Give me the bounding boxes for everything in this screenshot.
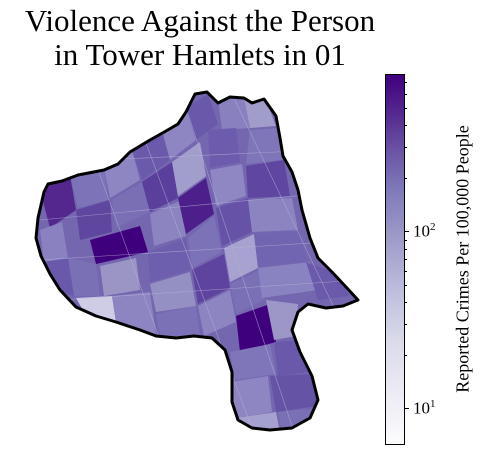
ward-polygon xyxy=(90,226,148,264)
map-title: Violence Against the Person in Tower Ham… xyxy=(0,4,400,72)
colorbar-tick-minor xyxy=(404,302,407,303)
colorbar-tick-major xyxy=(404,231,409,232)
colorbar-tick-minor xyxy=(404,259,407,260)
ward-polygon xyxy=(178,178,214,234)
ward-polygon xyxy=(150,200,186,246)
ward-polygon xyxy=(40,175,76,228)
ward-polygon xyxy=(40,222,68,262)
colorbar-tick-minor xyxy=(404,324,407,325)
colorbar-tick-minor xyxy=(404,271,407,272)
borough-boundary xyxy=(34,90,360,432)
ward-polygon xyxy=(186,94,218,140)
ward-polygon xyxy=(258,262,318,298)
ward-polygon xyxy=(100,258,140,296)
ward-polygon xyxy=(142,162,178,212)
ward-polygon xyxy=(104,150,140,198)
ward-polygon xyxy=(266,300,298,340)
colorbar-tick-label-10: 101 xyxy=(413,398,436,418)
colorbar-tick-minor xyxy=(404,94,407,95)
colorbar-tick-minor xyxy=(404,82,407,83)
ward-polygon xyxy=(270,374,318,412)
ward-polygon xyxy=(208,128,240,168)
ward-polygon xyxy=(198,290,236,336)
ward-polygon xyxy=(248,198,298,232)
ward-polygon xyxy=(156,306,200,336)
ward-polygon xyxy=(246,160,290,198)
ward-polygon xyxy=(112,182,150,228)
ward-polygon xyxy=(254,232,306,266)
title-line-1: Violence Against the Person xyxy=(24,3,376,38)
ward-polygon xyxy=(162,110,196,160)
colorbar-tick-major xyxy=(404,408,409,409)
colorbar xyxy=(385,74,405,445)
colorbar-tick-minor xyxy=(404,240,407,241)
ward-polygon xyxy=(230,270,264,314)
ward-boundaries xyxy=(39,92,358,430)
ward-polygon xyxy=(230,376,272,418)
ward-polygon xyxy=(246,128,282,164)
ward-polygon xyxy=(148,238,190,282)
ward-polygon xyxy=(68,258,100,296)
ward-polygon xyxy=(188,216,222,268)
ward-polygon xyxy=(150,272,196,312)
ward-polygon xyxy=(76,296,116,322)
colorbar-tick-label-100: 102 xyxy=(413,221,436,241)
colorbar-tick-minor xyxy=(404,125,407,126)
colorbar-tick-minor xyxy=(404,147,407,148)
colorbar-label: Reported Crimes Per 100,000 People xyxy=(452,125,473,393)
colorbar-tick-minor xyxy=(404,108,407,109)
ward-polygon xyxy=(230,344,276,380)
ward-polygon xyxy=(70,168,108,208)
title-line-2: in Tower Hamlets in 01 xyxy=(54,37,346,72)
ward-polygon xyxy=(192,254,230,304)
ward-polygon xyxy=(76,200,112,240)
ward-polygon xyxy=(236,304,276,352)
ward-polygon xyxy=(216,198,252,246)
colorbar-tick-minor xyxy=(404,355,407,356)
ward-polygon xyxy=(210,164,246,206)
ward-polygon xyxy=(218,98,250,130)
colorbar-tick-minor xyxy=(404,285,407,286)
choropleth-map xyxy=(34,90,360,432)
colorbar-tick-minor xyxy=(404,178,407,179)
ward-polygon xyxy=(224,234,258,282)
colorbar-tick-minor xyxy=(404,249,407,250)
